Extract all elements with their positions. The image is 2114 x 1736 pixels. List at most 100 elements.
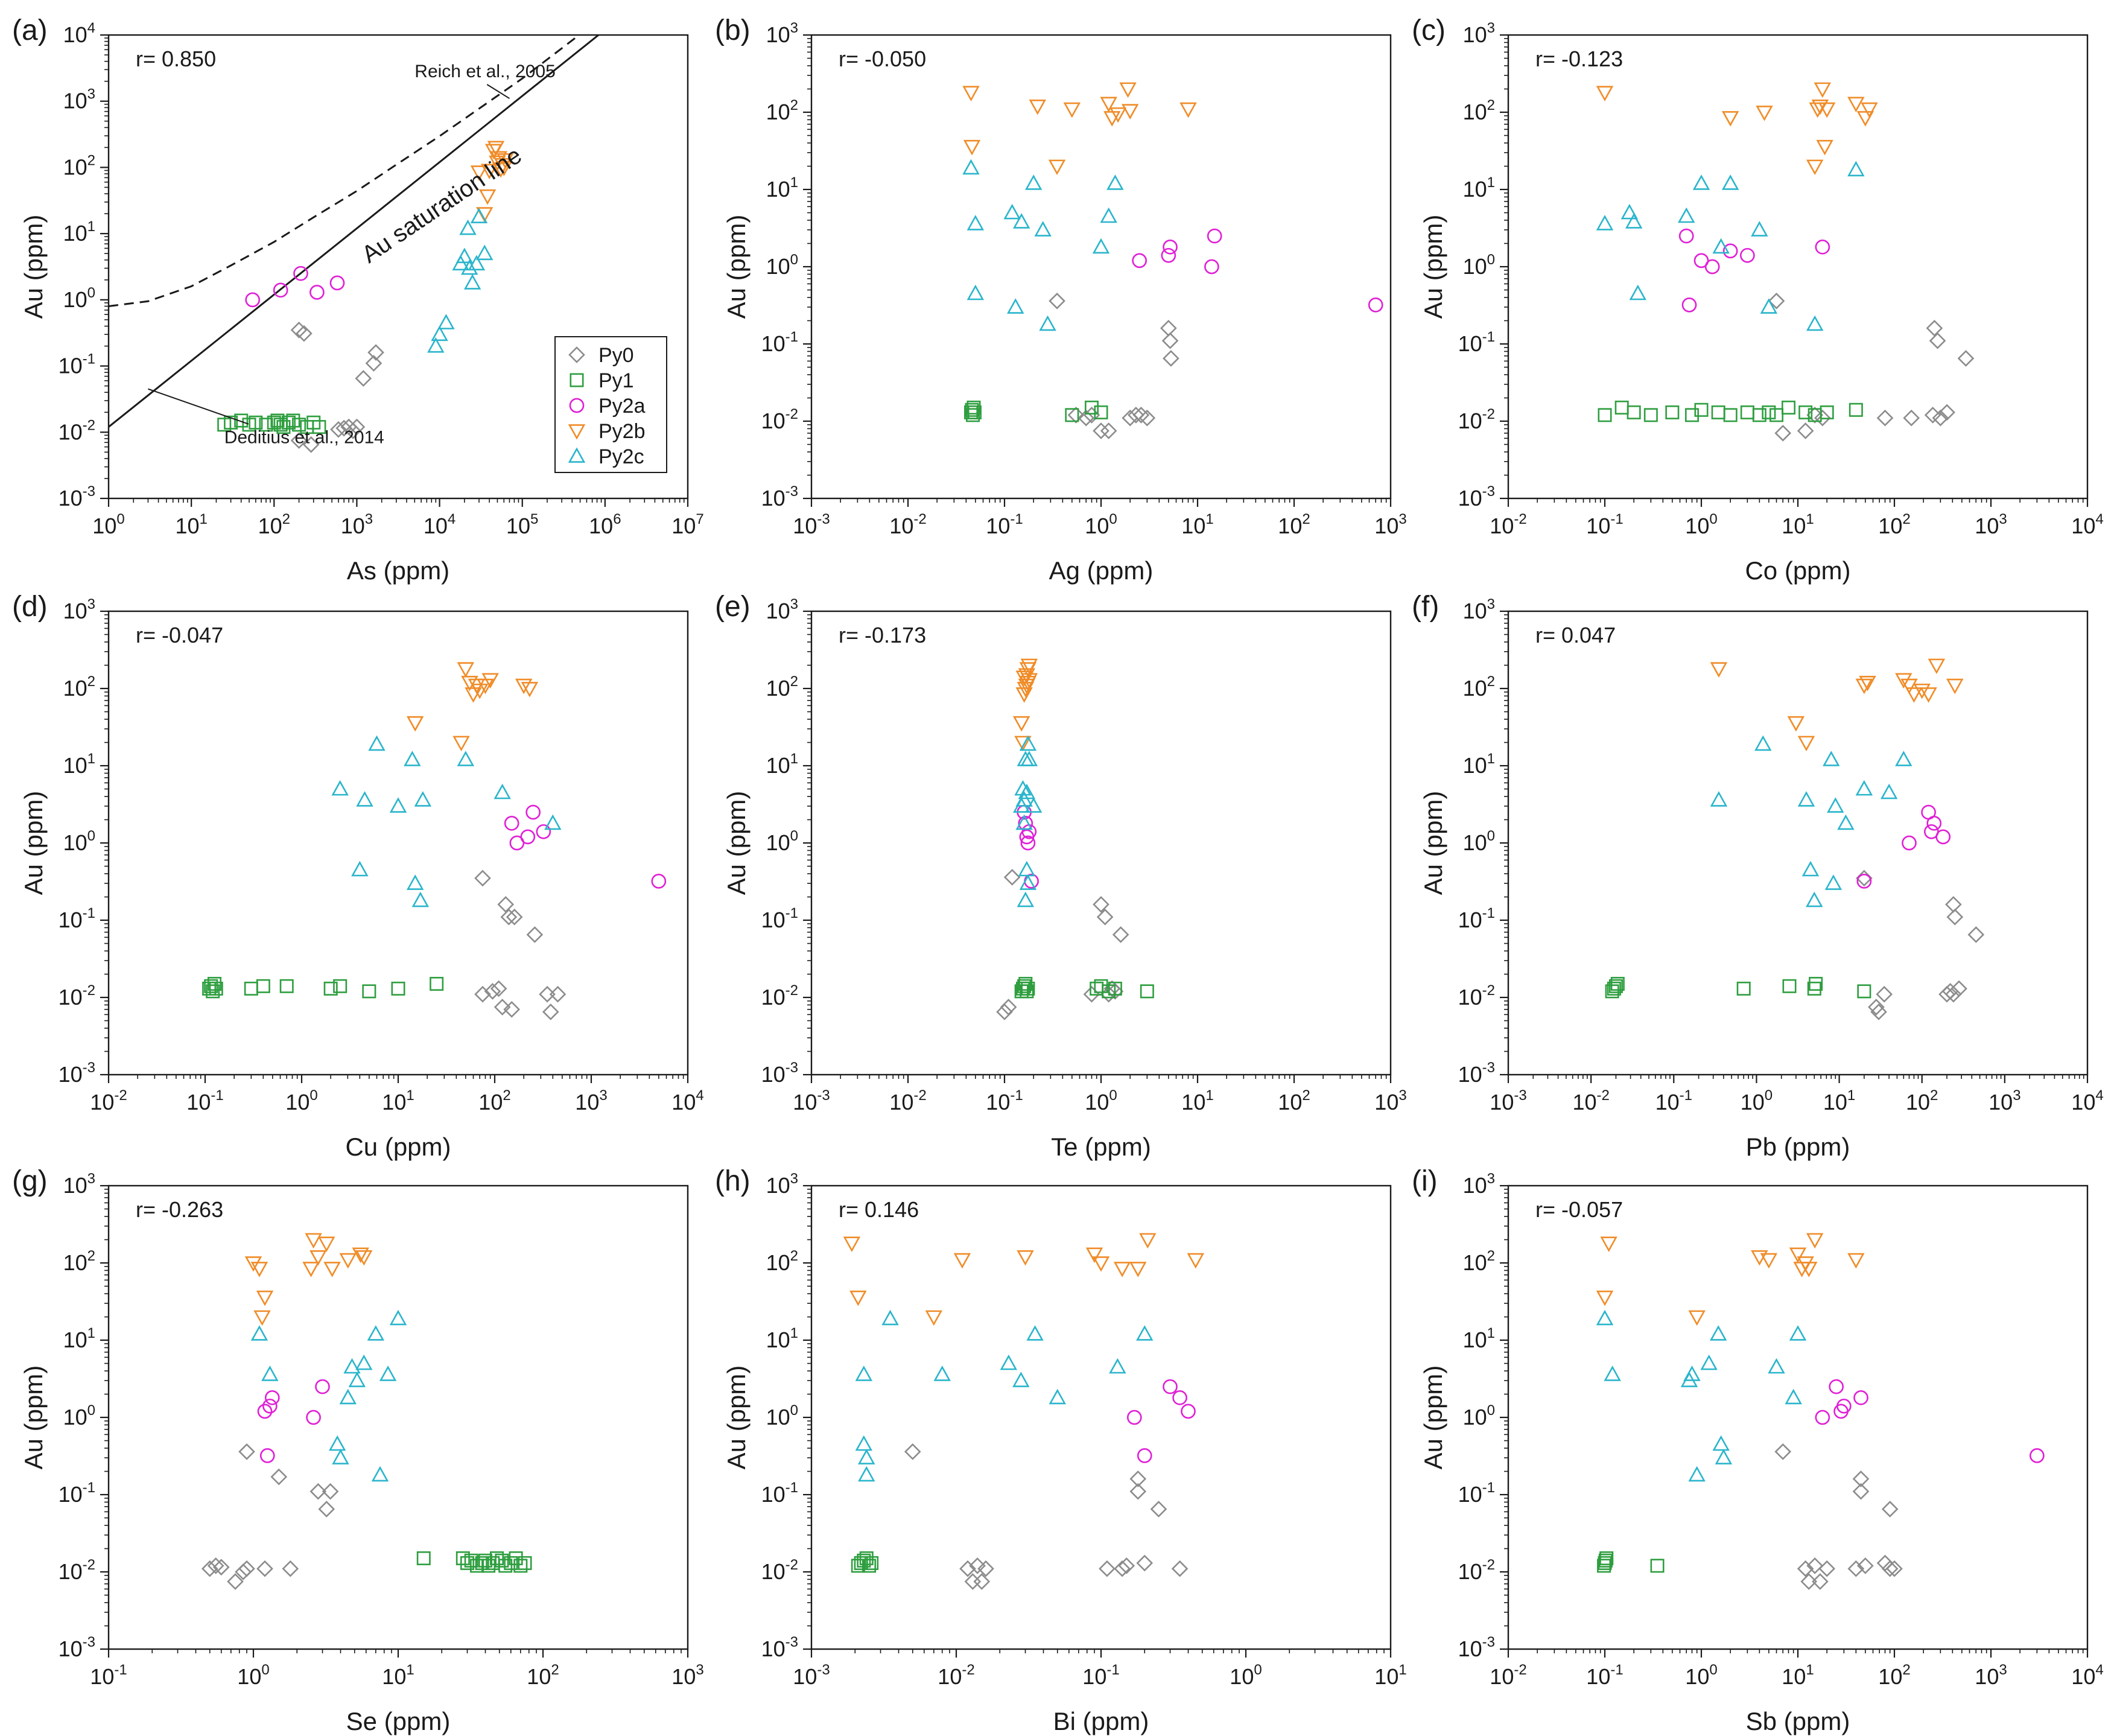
data-point-py1 xyxy=(1820,405,1834,419)
panel-label: (h) xyxy=(715,1165,751,1197)
data-point-py2c xyxy=(355,1354,373,1370)
series-py2c xyxy=(1012,735,1043,908)
data-point-py2b xyxy=(497,153,514,169)
legend-entry-py2b: Py2b xyxy=(568,420,646,443)
plot-frame xyxy=(1507,610,2089,1076)
data-point-py2c xyxy=(544,814,562,830)
data-point-py2a xyxy=(520,829,536,845)
data-point-py0 xyxy=(1774,1443,1792,1460)
data-point-py2b xyxy=(1596,86,1614,102)
x-axis: 100 101 102 103 104 105 106 107 xyxy=(92,498,704,538)
data-point-py2a xyxy=(1853,1390,1868,1405)
data-point-py1 xyxy=(1809,976,1823,991)
x-tick-label: 107 xyxy=(671,511,703,538)
y-axis: 10-3 10-2 10-1 100 101 102 103 xyxy=(1458,20,1508,510)
x-tick-label: 10-1 xyxy=(1082,1662,1119,1689)
y-tick-label: 10-3 xyxy=(59,1060,95,1087)
data-point-py1 xyxy=(967,400,981,415)
data-point-py2a xyxy=(273,282,288,298)
data-point-py2b xyxy=(487,141,505,157)
y-tick-label: 10-3 xyxy=(1458,1634,1495,1661)
y-axis-label: Au (ppm) xyxy=(1419,1366,1447,1470)
data-point-py2a xyxy=(536,824,551,839)
data-point-py2b xyxy=(849,1290,867,1306)
x-tick-label: 100 xyxy=(1685,511,1717,538)
panel-g: (g) r= -0.263 10-1 100 101 102 103 Se (ppm) 10-3… xyxy=(12,1165,704,1735)
data-point-py2b xyxy=(1847,97,1865,113)
data-point-py1 xyxy=(1018,976,1033,991)
data-point-py2c xyxy=(1106,174,1124,190)
x-tick-label: 101 xyxy=(1181,1087,1213,1114)
data-point-py0 xyxy=(1129,1471,1147,1487)
data-point-py2c xyxy=(967,284,985,300)
data-point-py0 xyxy=(959,1560,976,1577)
series-py1 xyxy=(217,413,326,434)
data-point-py2c xyxy=(475,244,494,261)
x-tick-label: 101 xyxy=(1823,1087,1855,1114)
data-point-py1 xyxy=(478,1553,492,1568)
data-point-py2b xyxy=(1861,102,1878,118)
reich-2005-curve xyxy=(109,35,581,307)
x-tick-label: 100 xyxy=(285,1087,317,1114)
data-point-py2b xyxy=(521,682,539,698)
data-point-py2c xyxy=(1629,284,1646,300)
data-point-py2c xyxy=(431,325,448,342)
data-point-py2c xyxy=(881,1309,899,1326)
data-point-py0 xyxy=(506,908,523,926)
data-point-py0 xyxy=(1938,985,1955,1003)
y-tick-label: 10-2 xyxy=(761,982,798,1009)
data-point-py2c xyxy=(1024,797,1043,813)
data-point-py2b xyxy=(1800,1262,1818,1277)
data-point-py1 xyxy=(1599,1551,1614,1565)
data-point-py0 xyxy=(1957,350,1975,367)
data-point-py2b xyxy=(962,86,980,102)
data-point-py0 xyxy=(1138,409,1156,427)
data-point-py2a xyxy=(1693,253,1709,269)
y-tick-label: 10-3 xyxy=(59,1634,95,1661)
data-point-py2c xyxy=(348,1372,366,1387)
y-tick-label: 100 xyxy=(1463,252,1495,279)
data-point-py0 xyxy=(302,436,320,453)
series-py2a xyxy=(504,804,667,889)
y-tick-label: 100 xyxy=(766,1402,798,1429)
data-point-py2b xyxy=(470,165,488,181)
data-point-py0 xyxy=(1067,407,1085,424)
data-point-py0 xyxy=(494,999,511,1016)
y-tick-label: 100 xyxy=(1463,1402,1495,1429)
series-py2c xyxy=(427,208,494,353)
x-axis: 10-3 10-2 10-1 100 101 102 103 xyxy=(793,1075,1407,1114)
data-point-py0 xyxy=(1881,1560,1899,1577)
data-point-py0 xyxy=(1870,1003,1887,1020)
data-point-py2b xyxy=(339,1253,357,1269)
data-point-py0 xyxy=(1924,407,1941,424)
x-tick-label: 101 xyxy=(175,511,207,538)
data-point-py1 xyxy=(1807,981,1821,996)
x-tick-label: 100 xyxy=(1230,1662,1262,1689)
data-point-py2a xyxy=(259,1448,275,1463)
x-tick-label: 105 xyxy=(506,511,538,538)
y-tick-label: 10-3 xyxy=(1458,1060,1495,1087)
data-point-py0 xyxy=(542,1003,559,1020)
series-py0 xyxy=(904,1443,1189,1590)
y-tick-label: 100 xyxy=(63,1402,95,1429)
x-tick-label: 10-2 xyxy=(1490,1662,1526,1689)
data-point-py1 xyxy=(859,1551,874,1565)
y-tick-label: 101 xyxy=(63,751,95,778)
data-point-py2c xyxy=(1020,751,1038,766)
x-axis-label: Pb (ppm) xyxy=(1746,1133,1850,1161)
data-point-py0 xyxy=(1797,422,1814,439)
data-point-py2b xyxy=(843,1236,861,1253)
data-point-py2b xyxy=(461,675,478,692)
data-point-py1 xyxy=(1598,408,1612,422)
series-py1 xyxy=(202,976,444,999)
y-tick-label: 103 xyxy=(1463,20,1495,47)
data-point-py2c xyxy=(356,791,373,807)
data-point-py0 xyxy=(1856,1557,1874,1574)
data-point-py2b xyxy=(1928,658,1946,675)
series-py0 xyxy=(1049,292,1179,439)
data-point-py2c xyxy=(1034,221,1052,237)
data-point-py0 xyxy=(1114,1560,1131,1577)
data-point-py2c xyxy=(1709,1325,1727,1341)
data-point-py0 xyxy=(474,870,491,887)
